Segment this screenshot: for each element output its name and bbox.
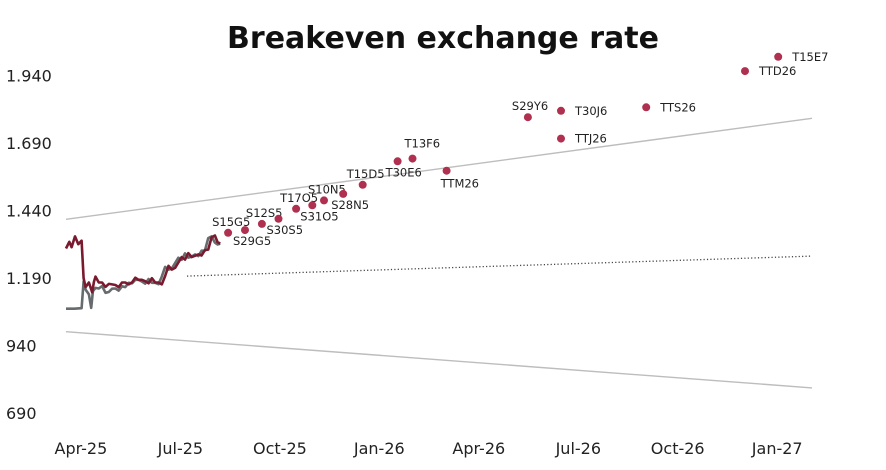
x-tick-label: Oct-26 (651, 439, 705, 458)
point-label-s30s5: S30S5 (267, 223, 304, 237)
series-band-lower (65, 331, 813, 389)
point-ttm26 (442, 166, 451, 175)
y-tick-label: 1.690 (6, 134, 52, 153)
point-t17o5 (292, 204, 301, 213)
point-s31o5 (308, 201, 317, 210)
point-ttj26 (557, 134, 565, 143)
chart-title: Breakeven exchange rate (227, 21, 659, 56)
x-tick-label: Apr-25 (55, 439, 108, 458)
point-t13f6 (408, 154, 417, 163)
point-s15g5 (224, 228, 233, 237)
point-label-s31o5: S31O5 (300, 209, 338, 223)
series-spot (66, 235, 221, 310)
y-tick-label: 1.940 (6, 67, 52, 86)
point-label-ttd26: TTD26 (758, 64, 796, 78)
point-label-s15g5: S15G5 (212, 215, 250, 229)
point-label-s12s5: S12S5 (246, 206, 283, 220)
point-s12s5 (257, 219, 266, 228)
y-tick-label: 690 (6, 404, 37, 423)
point-label-ttj26: TTJ26 (574, 132, 607, 146)
x-tick-label: Jul-26 (555, 439, 601, 458)
point-label-s28n5: S28N5 (331, 198, 369, 212)
point-label-t30e6: T30E6 (385, 165, 422, 179)
point-s29g5 (241, 226, 249, 235)
x-axis-ticks: Apr-25 Jul-25 Oct-25 Jan-26 Apr-26 Jul-26 Oct-… (55, 439, 803, 458)
point-label-t17o5: T17O5 (279, 191, 318, 205)
y-axis-ticks: 690 940 1.190 1.440 1.690 1.940 (6, 67, 52, 424)
x-tick-label: Oct-25 (253, 439, 307, 458)
point-tts26 (642, 103, 651, 112)
point-label-t13f6: T13F6 (404, 137, 441, 151)
point-label-s29y6: S29Y6 (512, 99, 548, 113)
point-ttd26 (741, 67, 749, 76)
series-layer (64, 117, 813, 389)
y-tick-label: 1.440 (6, 202, 52, 221)
point-label-ttm26: TTM26 (440, 177, 479, 191)
x-tick-label: Apr-26 (452, 439, 505, 458)
point-label-t15d5: T15D5 (346, 167, 385, 181)
point-label-s29g5: S29G5 (233, 234, 271, 248)
x-tick-label: Jan-26 (353, 439, 405, 458)
point-label-t15e7: T15E7 (791, 50, 828, 64)
point-t15d5 (358, 180, 367, 189)
x-tick-label: Jan-27 (751, 439, 803, 458)
y-tick-label: 940 (6, 337, 37, 356)
point-label-t30j6: T30J6 (574, 104, 607, 118)
x-tick-label: Jul-25 (157, 439, 203, 458)
series-band-upper (65, 117, 813, 220)
point-label-tts26: TTS26 (659, 100, 696, 114)
point-s30s5 (274, 214, 283, 223)
y-tick-label: 1.190 (6, 269, 52, 288)
point-s29y6 (523, 113, 532, 122)
point-t15e7 (774, 52, 783, 61)
point-s10n5 (320, 196, 328, 205)
point-t30j6 (557, 106, 565, 115)
point-t30e6 (393, 157, 402, 166)
series-forward (186, 255, 813, 277)
point-label-s10n5: S10N5 (308, 182, 346, 196)
point-s28n5 (339, 189, 348, 198)
series-breakeven (64, 234, 221, 294)
point-layer: S15G5 S29G5 S12S5 S30S5 T17O5 S31O5 S10N5 S28N5… (212, 50, 828, 248)
